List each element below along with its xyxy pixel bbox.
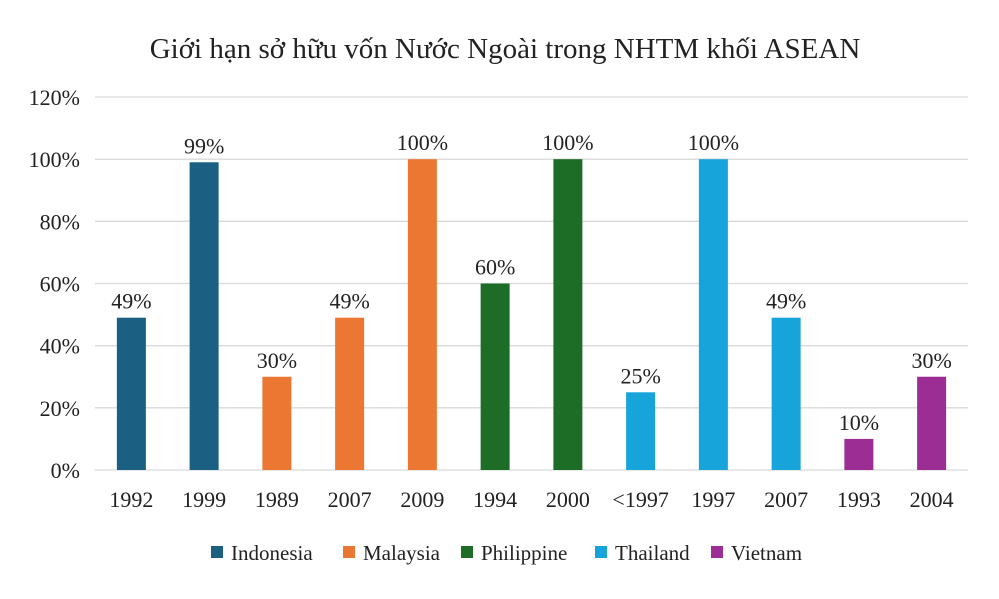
y-axis-ticks: 0% 20% 40% 60% 80% 100% 120%	[29, 85, 80, 483]
x-tick-label: 1994	[473, 487, 517, 512]
x-tick-label: 1997	[691, 487, 735, 512]
data-label: 100%	[542, 130, 593, 155]
legend-item-indonesia: Indonesia	[211, 541, 313, 565]
legend-swatch	[461, 546, 473, 558]
bar-vietnam-1993	[844, 438, 874, 470]
bar-philippine-2000	[553, 159, 583, 470]
bar-malaysia-2007	[335, 317, 365, 470]
bar-indonesia-1992	[116, 317, 146, 470]
data-label: 49%	[111, 289, 151, 314]
bar-indonesia-1999	[189, 162, 219, 470]
x-tick-label: 1989	[255, 487, 299, 512]
legend-item-philippine: Philippine	[461, 541, 567, 565]
bar-malaysia-1989	[262, 376, 292, 470]
y-tick-label: 80%	[40, 209, 80, 234]
y-tick-label: 0%	[51, 458, 80, 483]
x-tick-label: 2000	[546, 487, 590, 512]
legend-label: Vietnam	[731, 541, 802, 565]
legend-swatch	[595, 546, 607, 558]
x-tick-label: 2009	[400, 487, 444, 512]
legend: Indonesia Malaysia Philippine Thailand Vietn…	[211, 541, 802, 565]
legend-item-thailand: Thailand	[595, 541, 690, 565]
legend-label: Malaysia	[363, 541, 441, 565]
legend-label: Philippine	[481, 541, 567, 565]
bar-thailand-1997	[698, 159, 728, 470]
data-label: 30%	[911, 348, 951, 373]
data-label: 10%	[839, 410, 879, 435]
bars	[116, 159, 947, 470]
x-tick-label: 1999	[182, 487, 226, 512]
y-tick-label: 120%	[29, 85, 80, 110]
legend-item-vietnam: Vietnam	[711, 541, 802, 565]
x-tick-label: 2007	[328, 487, 372, 512]
x-axis-ticks: 1992 1999 1989 2007 2009 1994 2000 <1997 1997 200…	[109, 487, 953, 512]
bar-vietnam-2004	[917, 376, 947, 470]
data-label: 49%	[766, 289, 806, 314]
legend-swatch	[711, 546, 723, 558]
x-tick-label: 2004	[910, 487, 954, 512]
bar-thailand-<1997	[626, 392, 656, 470]
bar-thailand-2007	[771, 317, 801, 470]
data-labels: 49% 99% 30% 49% 100% 60% 100% 25% 100% 49% 10% 30%	[111, 130, 952, 435]
y-tick-label: 100%	[29, 147, 80, 172]
legend-label: Thailand	[615, 541, 690, 565]
legend-swatch	[211, 546, 223, 558]
y-tick-label: 60%	[40, 272, 80, 297]
legend-item-malaysia: Malaysia	[343, 541, 441, 565]
legend-label: Indonesia	[231, 541, 313, 565]
y-tick-label: 20%	[40, 396, 80, 421]
gridlines	[95, 96, 968, 471]
legend-swatch	[343, 546, 355, 558]
bar-philippine-1994	[480, 283, 510, 470]
chart-title: Giới hạn sở hữu vốn Nước Ngoài trong NHT…	[150, 33, 861, 65]
x-tick-label: 1992	[109, 487, 153, 512]
data-label: 25%	[620, 363, 660, 388]
data-label: 100%	[397, 130, 448, 155]
bar-malaysia-2009	[407, 159, 437, 470]
data-label: 49%	[329, 289, 369, 314]
data-label: 30%	[257, 348, 297, 373]
data-label: 99%	[184, 133, 224, 158]
data-label: 100%	[688, 130, 739, 155]
x-tick-label: <1997	[612, 487, 668, 512]
x-tick-label: 2007	[764, 487, 808, 512]
data-label: 60%	[475, 255, 515, 280]
x-tick-label: 1993	[837, 487, 881, 512]
y-tick-label: 40%	[40, 334, 80, 359]
